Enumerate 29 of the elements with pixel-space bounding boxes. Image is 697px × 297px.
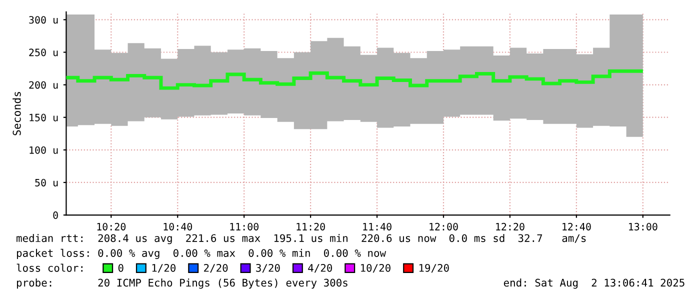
- x-tick-label: 12:20: [496, 222, 524, 230]
- text: median rtt: 208.4 us avg 221.6 us max 195.1 us min 220.6 us now 0.0 ms sd 32.7 am/s: [16, 234, 586, 244]
- x-tick-label: 13:00: [629, 222, 658, 230]
- y-tick-label: 200 u: [29, 81, 58, 89]
- text: probe: 20 ICMP Echo Pings (56 Bytes) every 300s: [17, 278, 348, 289]
- y-tick-label: 250 u: [29, 48, 58, 56]
- x-tick-label: 12:00: [430, 222, 458, 230]
- y-tick-label: 300 u: [29, 16, 58, 24]
- legend-label: 1/20: [152, 264, 176, 273]
- y-axis-title: Seconds: [12, 92, 21, 136]
- x-tick-label: 11:40: [363, 222, 392, 230]
- x-tick-label: 10:20: [97, 222, 126, 230]
- x-tick-label: 11:00: [230, 222, 258, 230]
- legend-label: 4/20: [308, 264, 332, 273]
- y-tick-label: 0: [53, 211, 58, 219]
- legend-title: loss color:: [16, 264, 83, 272]
- y-tick-label: 150 u: [30, 114, 58, 122]
- text: packet loss: 0.00 % avg 0.00 % max 0.00 % min 0.00 % now: [17, 248, 386, 260]
- legend-label: 10/20: [361, 264, 390, 273]
- legend-label: 2/20: [204, 264, 228, 273]
- legend-label: 0: [118, 264, 124, 272]
- x-tick-label: 11:20: [296, 222, 325, 230]
- x-tick-label: 10:40: [164, 222, 192, 230]
- y-tick-label: 100 u: [30, 146, 58, 154]
- text: end: Sat Aug 2 13:06:41 2025: [504, 278, 684, 289]
- legend-label: 3/20: [256, 264, 280, 273]
- legend-label: 19/20: [419, 264, 449, 273]
- y-tick-label: 50 u: [35, 178, 58, 186]
- x-tick-label: 12:40: [562, 222, 591, 230]
